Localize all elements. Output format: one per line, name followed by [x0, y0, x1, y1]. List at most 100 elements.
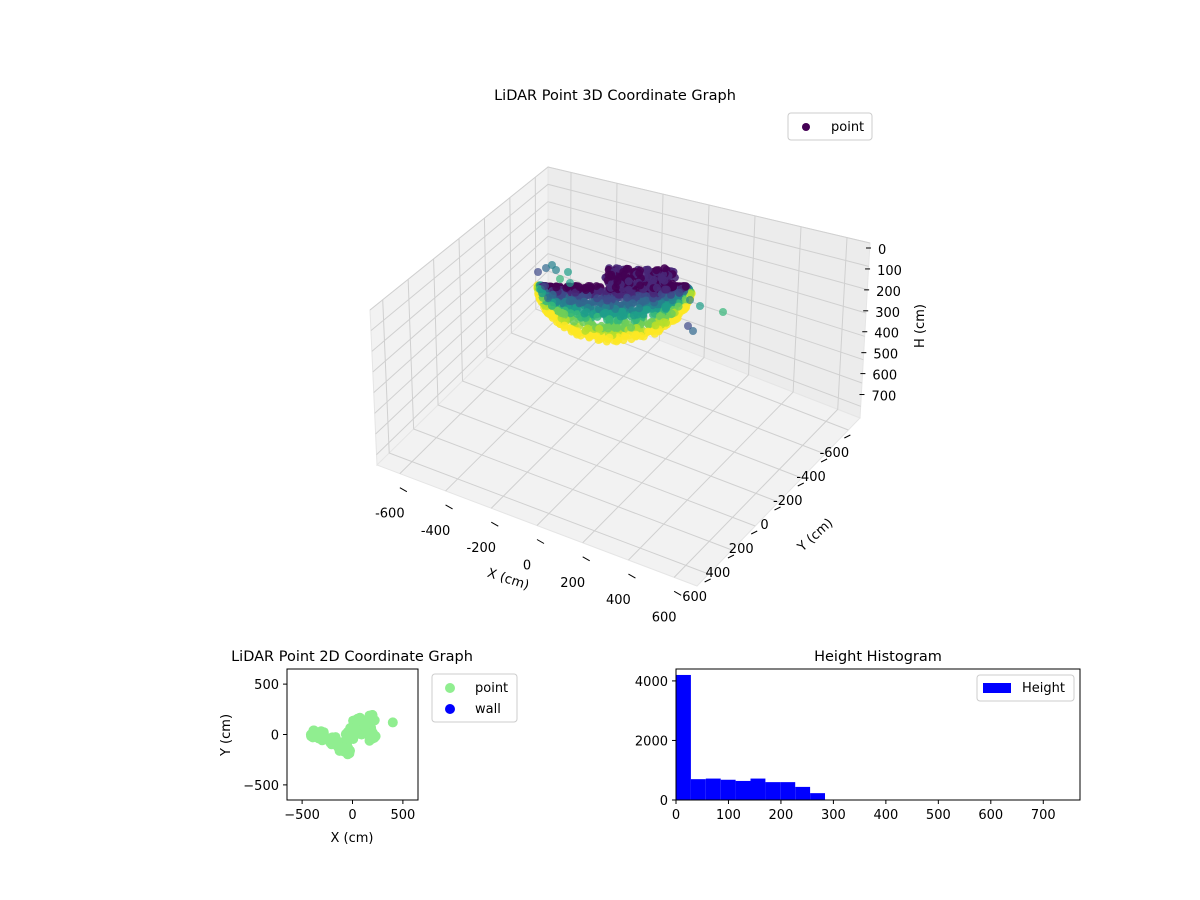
xhist-tick-label: 400 [873, 808, 898, 823]
point-3d [662, 302, 671, 311]
x3d-tick-label: 400 [606, 593, 631, 608]
legend-label-height: Height [1022, 681, 1065, 696]
point-cloud-2d [305, 710, 398, 760]
x3d-tick-label: -200 [467, 541, 497, 556]
point-3d [585, 333, 594, 342]
y3d-tick [844, 434, 851, 439]
x2d-tick-label: −500 [284, 808, 320, 823]
point-3d [546, 310, 555, 319]
x3d-tick [399, 487, 408, 493]
histogram-bar [780, 782, 796, 800]
y2d-tick-label: 0 [271, 729, 279, 744]
point-3d [541, 282, 549, 290]
grid-line-x [628, 226, 802, 561]
chart-2d-title: LiDAR Point 2D Coordinate Graph [231, 649, 473, 665]
z3d-tick-label: 500 [873, 348, 898, 363]
axes-2d: −500 0 500 −500 0 500 [243, 678, 415, 823]
x3d-tick [445, 504, 453, 510]
legend-marker-point [802, 123, 810, 131]
point-3d [605, 315, 614, 324]
point-cloud-3d [533, 261, 727, 346]
point-3d [686, 290, 695, 299]
grid-line-z [373, 235, 865, 394]
point-3d [593, 312, 602, 321]
point-3d [628, 299, 637, 308]
axes-3d: -600 -400 -200 0 200 400 600 -600 -400 -200 0 200 40… [375, 243, 902, 625]
legend-label-point: point [831, 120, 864, 135]
yhist-tick-label: 0 [660, 794, 668, 809]
histogram-bar [795, 786, 811, 800]
point-3d [599, 309, 608, 318]
x3d-tick-label: 600 [652, 610, 677, 625]
point-3d [564, 268, 572, 276]
yhist-tick-label: 4000 [635, 675, 668, 690]
point-3d [544, 294, 552, 302]
point-3d [644, 320, 653, 329]
point-3d [644, 327, 652, 336]
point-3d [613, 324, 622, 332]
point-2d [367, 733, 378, 744]
xhist-tick-label: 500 [926, 808, 951, 823]
point-3d [621, 271, 630, 280]
y3d-tick-label: 600 [682, 590, 707, 605]
point-3d [624, 285, 633, 294]
xhist-tick-label: 100 [716, 808, 741, 823]
y3d-tick-label: -600 [820, 446, 850, 461]
x3d-tick [673, 590, 682, 596]
yhist-tick-label: 2000 [635, 734, 668, 749]
y3d-tick-label: 200 [729, 542, 754, 557]
grid-line-x [536, 204, 710, 526]
axes-histogram: 0 100 200 300 400 500 600 700 0 2000 4000 [635, 675, 1056, 823]
point-3d [570, 326, 579, 335]
point-3d [681, 303, 690, 312]
point-3d [659, 318, 668, 327]
point-3d [627, 323, 635, 332]
point-3d [595, 324, 604, 333]
point-3d [596, 335, 605, 344]
point-3d [684, 322, 692, 330]
point-3d [575, 283, 584, 292]
histogram-frame [675, 668, 1081, 801]
point-3d [613, 277, 622, 286]
point-3d [593, 294, 602, 303]
point-3d [566, 309, 575, 318]
point-3d [583, 324, 592, 333]
z3d-tick-label: 300 [875, 306, 900, 321]
x3d-tick-label: 200 [560, 576, 585, 591]
point-3d [611, 283, 620, 292]
grid-line-y [534, 177, 849, 431]
histogram-bar [750, 778, 766, 800]
z3d-tick-label: 100 [877, 264, 902, 279]
histogram-legend: Height [976, 674, 1075, 702]
x3d-tick [582, 556, 590, 562]
point-3d [557, 309, 566, 318]
point-3d [652, 283, 661, 292]
point-3d [605, 333, 614, 342]
point-3d [649, 275, 658, 284]
legend-label-point: point [475, 681, 508, 696]
point-3d [604, 270, 613, 279]
histogram-bar [765, 782, 781, 800]
grid-line-y [458, 238, 779, 503]
legend-swatch-height [983, 683, 1011, 693]
point-3d [534, 268, 542, 276]
point-3d [652, 266, 661, 275]
y3d-tick [750, 530, 758, 535]
point-3d [582, 308, 591, 317]
grid-line-y [433, 258, 756, 527]
chart-2d-legend: point wall [431, 673, 518, 723]
point-3d [649, 310, 658, 319]
point-3d [618, 307, 627, 316]
z3d-tick-label: 0 [878, 243, 886, 258]
point-3d [573, 310, 582, 319]
point-3d [651, 321, 660, 330]
point-3d [547, 301, 556, 310]
point-3d [566, 279, 574, 287]
y2d-tick-label: 500 [254, 678, 279, 693]
point-3d [552, 283, 561, 292]
point-3d [627, 335, 636, 344]
xhist-tick-label: 700 [1031, 808, 1056, 823]
grid-line-z [370, 183, 869, 332]
point-3d [662, 285, 671, 294]
histogram-bar [705, 778, 721, 800]
